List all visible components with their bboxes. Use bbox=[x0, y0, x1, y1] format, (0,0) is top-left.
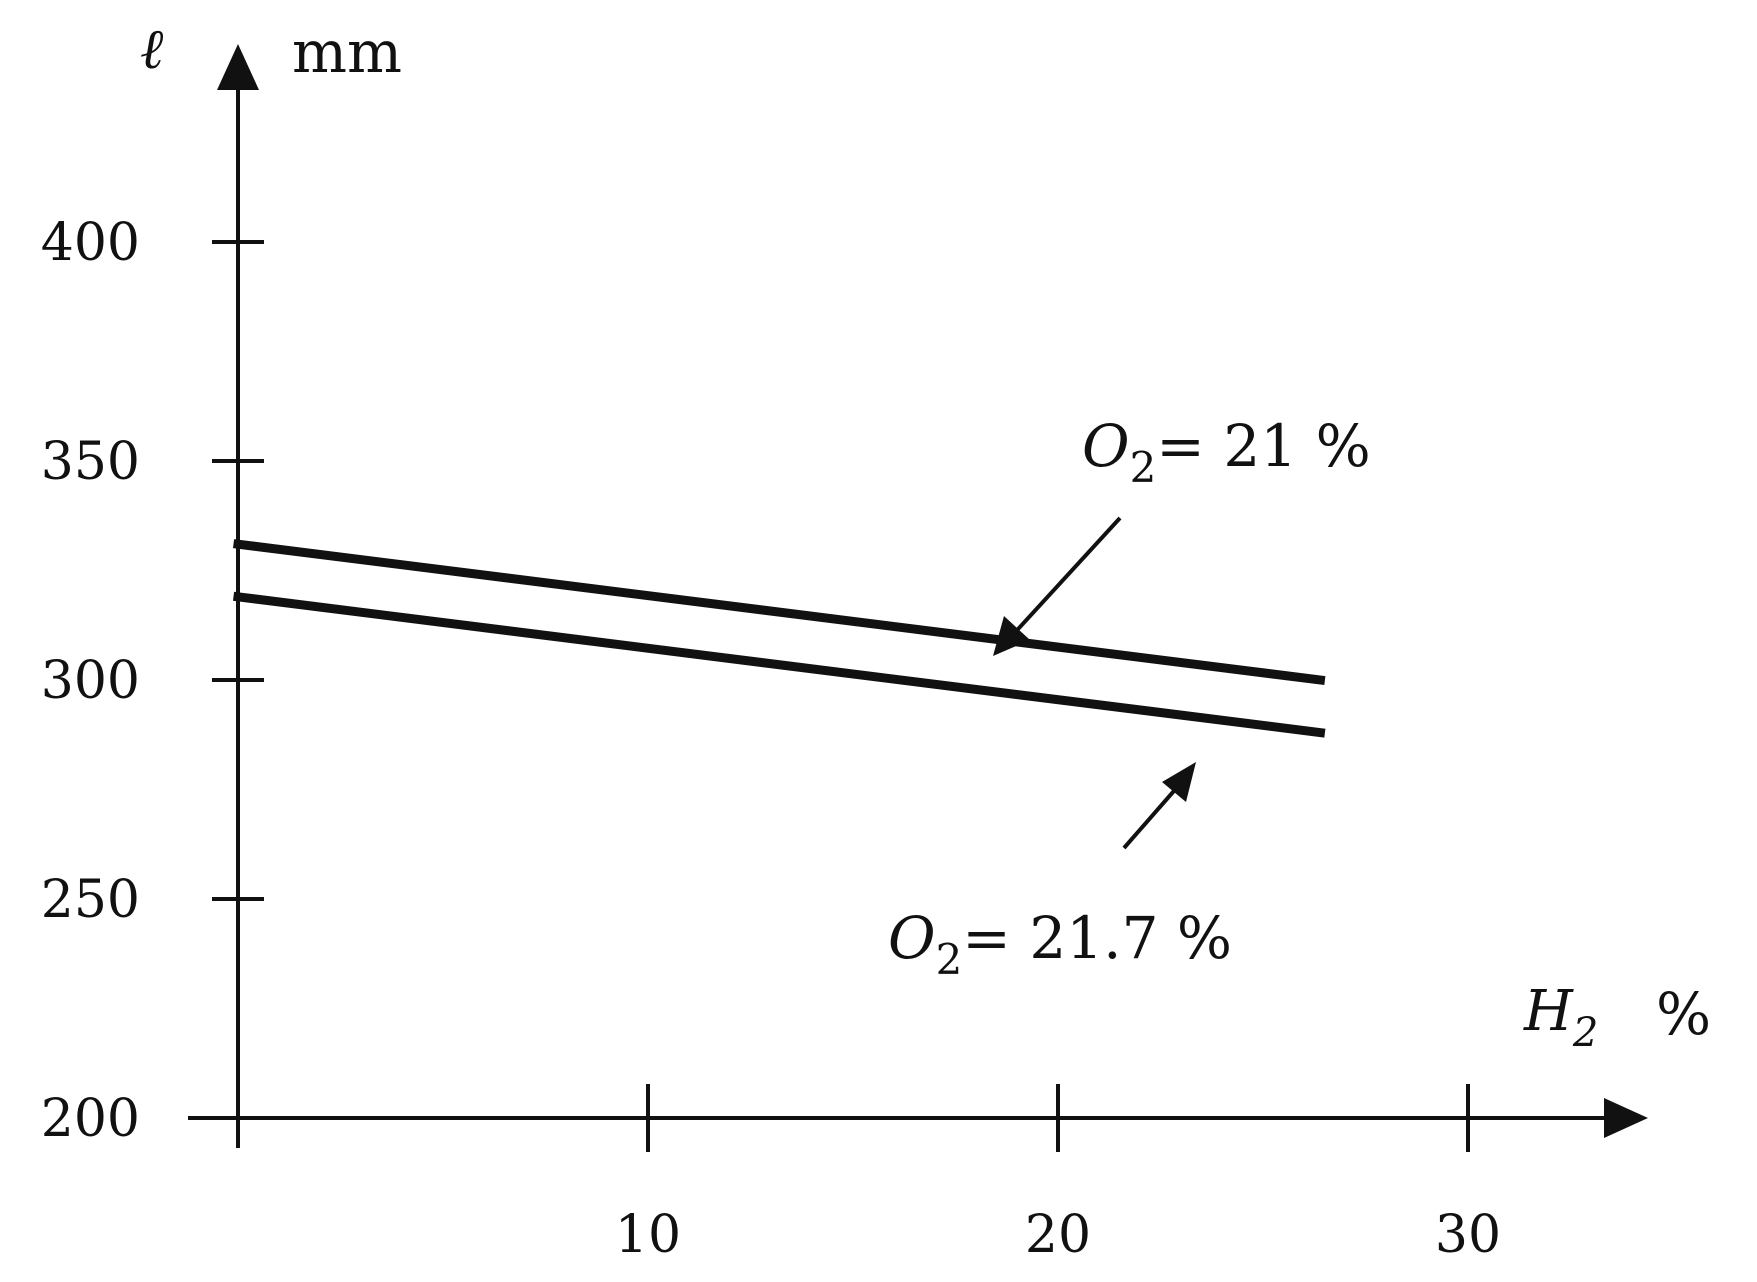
y-tick-label: 350 bbox=[41, 432, 140, 492]
y-axis-arrowhead bbox=[217, 44, 259, 90]
series-lines bbox=[232, 539, 1326, 738]
annotation-arrowhead-o2-21 bbox=[993, 616, 1030, 656]
y-tick-label: 400 bbox=[41, 213, 140, 273]
series-line-o2-21 bbox=[232, 539, 1326, 686]
x-axis-unit: % bbox=[1656, 980, 1711, 1048]
annotation-arrow-o2-21 bbox=[1006, 516, 1122, 642]
y-axis-label: ℓ bbox=[140, 17, 164, 82]
y-tick-label: 300 bbox=[41, 651, 140, 711]
annotation-o2-21-7: O2= 21.7 % bbox=[888, 904, 1232, 984]
annotation-arrowhead-o2-21-7 bbox=[1162, 762, 1196, 802]
x-tick-label: 30 bbox=[1435, 1205, 1501, 1265]
x-tick-label: 10 bbox=[615, 1205, 681, 1265]
y-tick-label: 200 bbox=[41, 1089, 140, 1149]
x-ticks: 10 20 30 bbox=[236, 1084, 1501, 1265]
annotation-arrow-o2-21-7 bbox=[1122, 782, 1182, 850]
x-tick-label: 20 bbox=[1025, 1205, 1091, 1265]
x-axis-label: H2 bbox=[1523, 979, 1598, 1056]
y-axis-unit: mm bbox=[292, 18, 402, 86]
annotation-o2-21: O2= 21 % bbox=[1082, 412, 1371, 492]
y-ticks: 200 250 300 350 400 bbox=[41, 213, 264, 1149]
x-axis-arrowhead bbox=[1604, 1098, 1648, 1138]
y-tick-label: 250 bbox=[41, 870, 140, 930]
series-line-o2-21-7 bbox=[232, 591, 1326, 738]
